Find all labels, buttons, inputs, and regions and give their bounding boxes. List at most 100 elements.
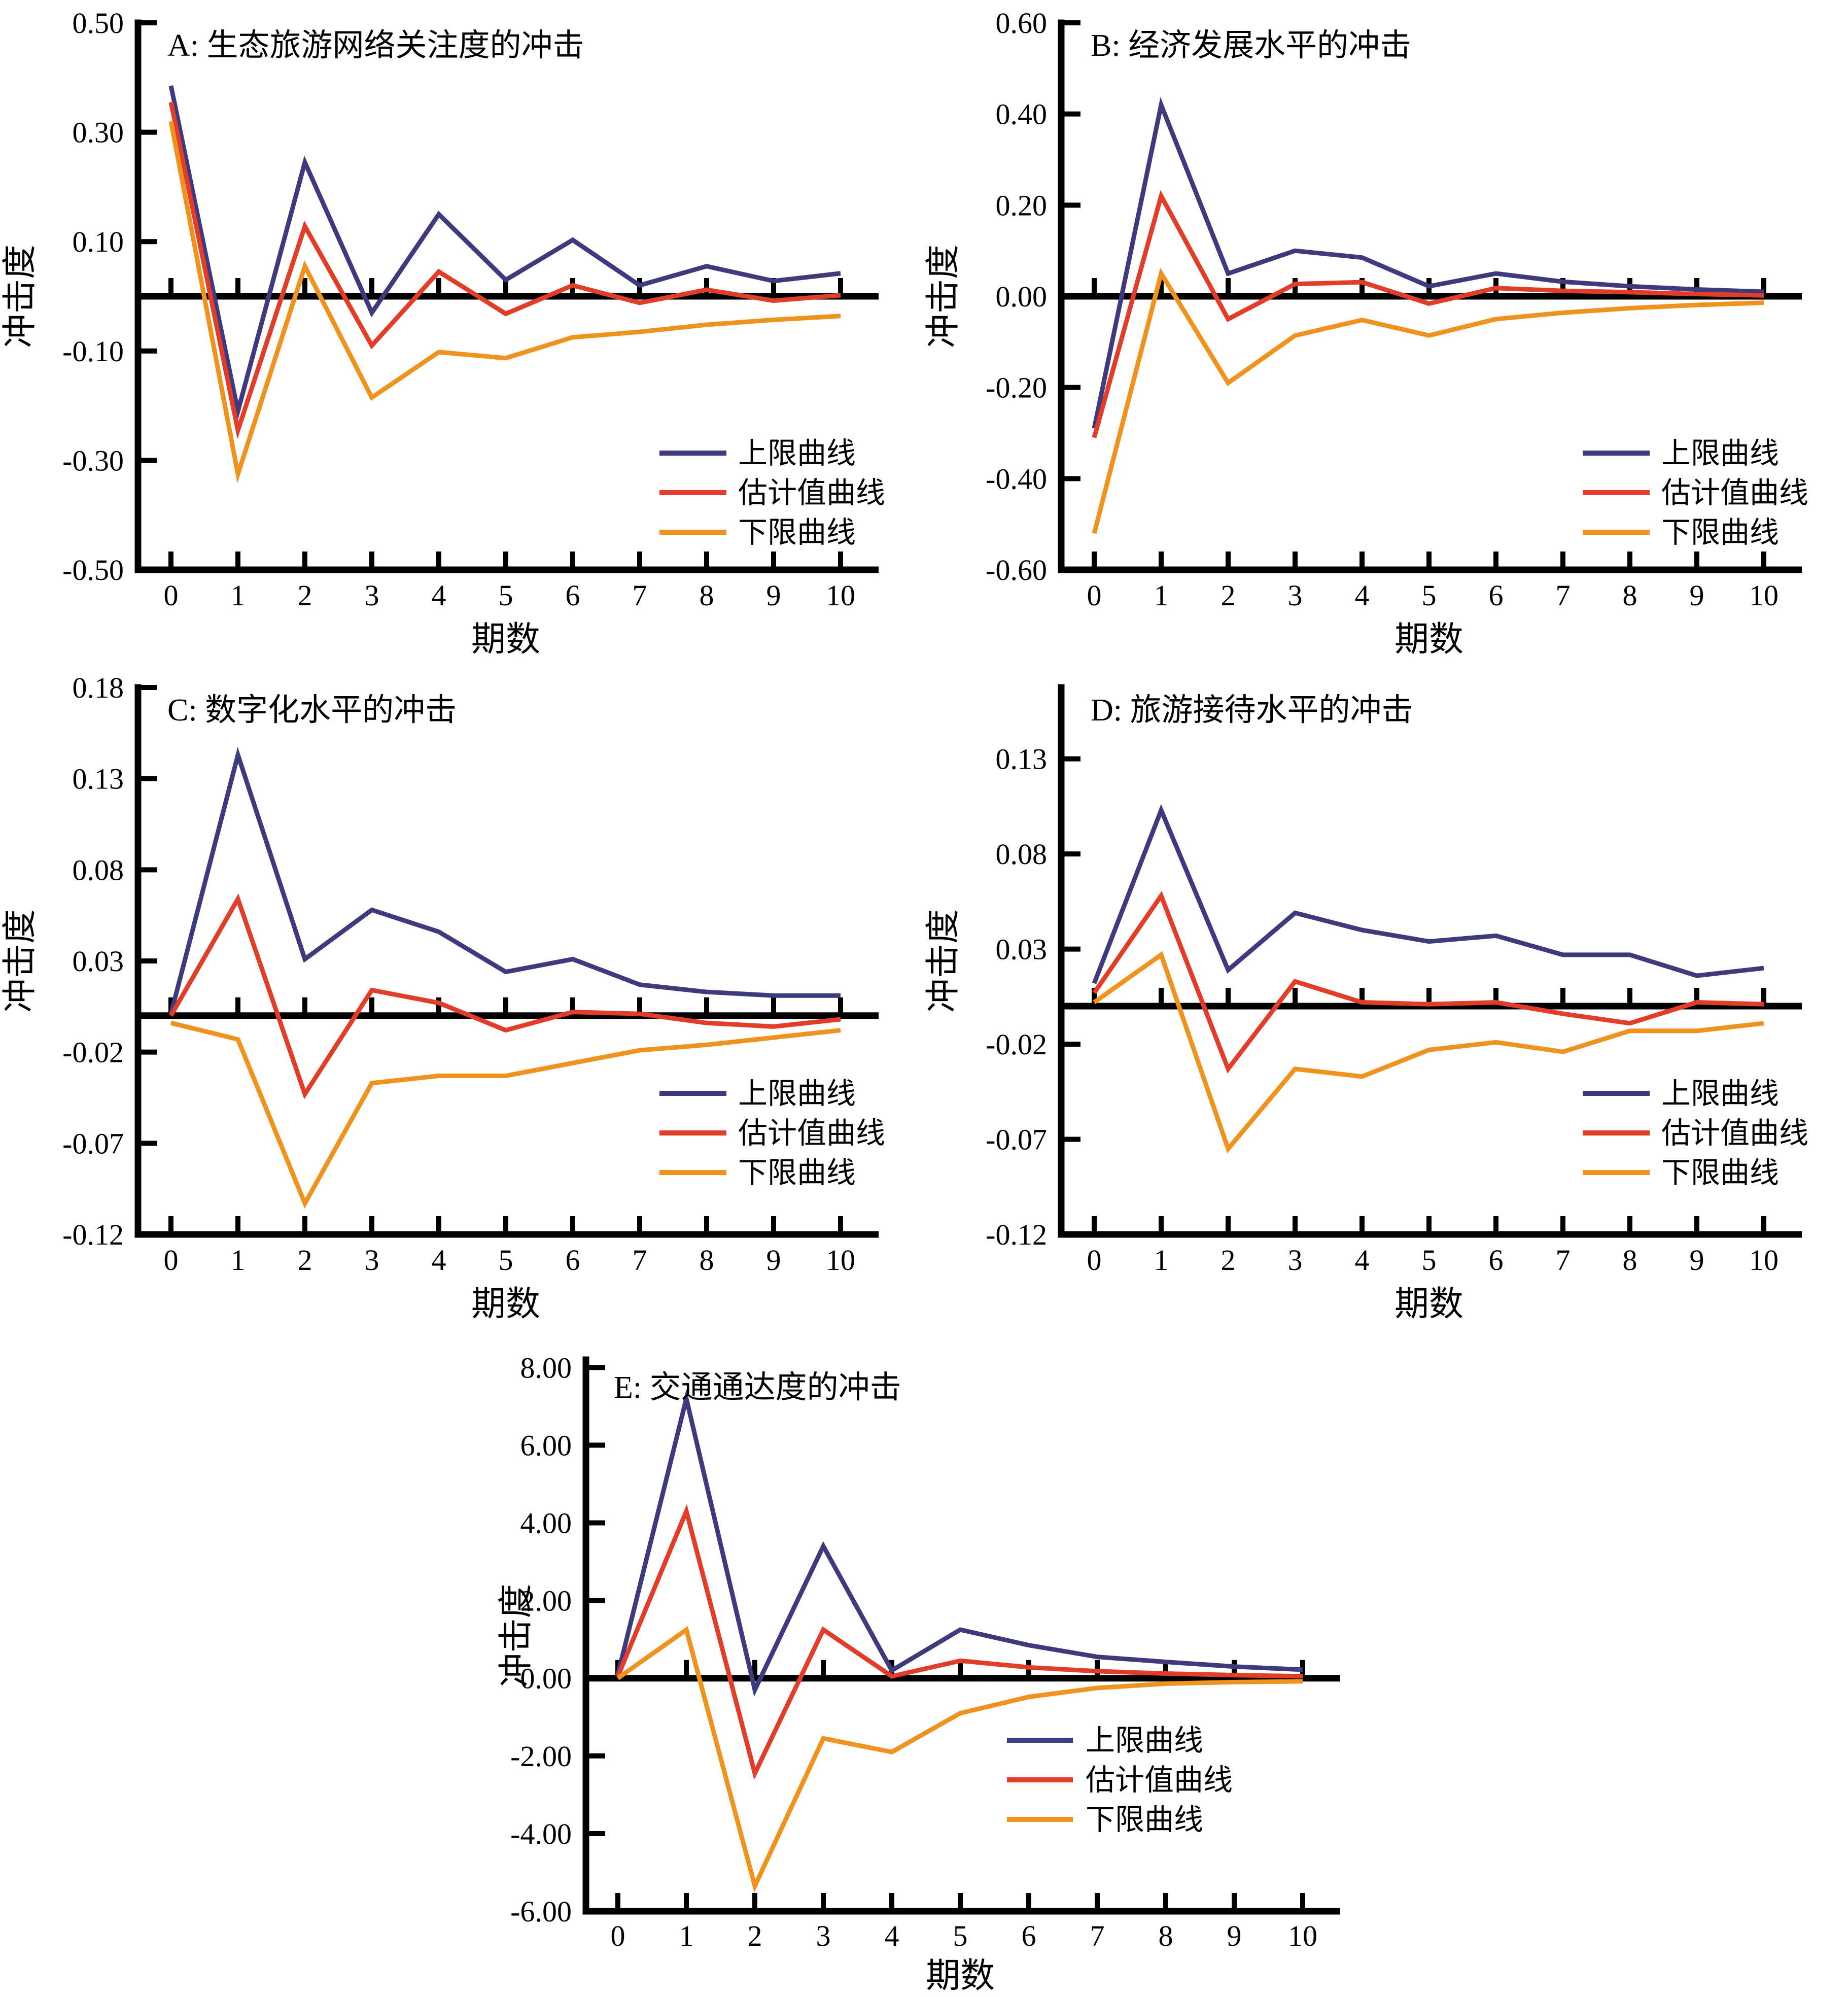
y-tick-label: 0.50	[73, 7, 124, 40]
panel-title: D: 旅游接待水平的冲击	[1091, 693, 1413, 728]
series-upper-line	[1092, 804, 1764, 984]
legend-label: 估计值曲线	[1661, 476, 1808, 509]
y-tick-label: 4.00	[520, 1507, 572, 1540]
x-tick-label: 0	[1087, 1244, 1102, 1277]
x-tick-label: 0	[164, 579, 179, 612]
x-tick-label: 4	[1355, 1244, 1370, 1277]
y-tick-label: 8.00	[520, 1351, 572, 1384]
series-estimate-line	[169, 893, 841, 1099]
x-tick-label: 1	[1154, 1244, 1169, 1277]
series-lower-line	[1093, 951, 1764, 1154]
x-tick-label: 3	[365, 579, 379, 612]
x-tick-label: 0	[164, 1244, 179, 1277]
x-tick-label: 8	[1623, 579, 1637, 612]
y-tick-label: 0.00	[996, 280, 1048, 313]
chart-D: 0.13 0.08 0.03 -0.02 -0.07 -0.12 0 1 2 3 4 5 6 7 8 9 10 D…	[923, 665, 1848, 1339]
x-tick-label: 2	[298, 1244, 312, 1277]
legend-label: 下限曲线	[1661, 516, 1779, 549]
y-tick-label: 0.10	[73, 225, 124, 258]
y-tick-label: 0.30	[73, 116, 124, 149]
axis-y-title: 冲击度	[924, 909, 962, 1013]
series-upper-line	[168, 85, 841, 421]
x-tick-label: 7	[633, 1244, 647, 1277]
chart-E: 8.00 6.00 4.00 2.00 0.00 -2.00 -4.00 -6.00 0 1 2 3 4…	[457, 1339, 1391, 1997]
y-tick-label: 0.00	[520, 1662, 572, 1695]
x-tick-label: 7	[633, 579, 647, 612]
x-tick-label: 5	[499, 579, 513, 612]
x-tick-label: 6	[566, 1244, 580, 1277]
x-tick-label: 1	[679, 1919, 694, 1952]
legend-label: 上限曲线	[1086, 1724, 1203, 1757]
legend-label: 上限曲线	[1661, 437, 1779, 470]
x-tick-label: 6	[1489, 1244, 1504, 1277]
x-tick-label: 2	[1221, 579, 1236, 612]
legend-label: 估计值曲线	[738, 1117, 885, 1150]
x-tick-label: 1	[231, 579, 246, 612]
series-upper-line	[1092, 97, 1764, 429]
axis-x-title: 期数	[926, 1956, 995, 1995]
series-upper-line	[615, 1389, 1303, 1697]
x-tick-label: 7	[1556, 579, 1571, 612]
y-tick-label: -6.00	[510, 1895, 572, 1928]
x-tick-label: 2	[1221, 1244, 1236, 1277]
chart-C: 0.18 0.13 0.08 0.03 -0.02 -0.07 -0.12 0 1 2 3 4 5 6 7 8…	[0, 665, 923, 1339]
y-tick-label: -0.60	[986, 554, 1047, 587]
y-tick-label: 0.13	[73, 763, 124, 796]
y-tick-label: -0.02	[62, 1036, 124, 1069]
x-tick-label: 2	[298, 579, 312, 612]
panel-title: A: 生态旅游网络关注度的冲击	[167, 28, 584, 63]
x-tick-label: 3	[1288, 579, 1303, 612]
panel-title: B: 经济发展水平的冲击	[1091, 28, 1411, 63]
y-tick-label: -0.40	[986, 462, 1047, 495]
series-lower-line	[616, 1626, 1303, 1893]
x-tick-label: 5	[499, 1244, 513, 1277]
x-tick-label: 4	[885, 1919, 899, 1952]
y-tick-label: -0.07	[62, 1127, 124, 1160]
legend-label: 上限曲线	[1661, 1077, 1779, 1110]
x-tick-label: 10	[826, 579, 855, 612]
legend-label: 下限曲线	[738, 516, 856, 549]
y-tick-label: -0.12	[986, 1218, 1047, 1251]
x-tick-label: 3	[1288, 1244, 1303, 1277]
x-tick-label: 10	[1288, 1919, 1317, 1952]
legend-label: 估计值曲线	[1086, 1764, 1233, 1797]
series-lower-line	[168, 121, 841, 484]
x-tick-label: 1	[231, 1244, 246, 1277]
x-tick-label: 9	[1690, 579, 1704, 612]
y-tick-label: -0.30	[62, 444, 124, 477]
y-tick-label: 6.00	[520, 1429, 572, 1462]
x-tick-label: 4	[432, 1244, 446, 1277]
x-tick-label: 8	[700, 579, 714, 612]
y-tick-label: 0.18	[73, 671, 124, 704]
y-tick-label: -0.12	[62, 1218, 124, 1251]
x-tick-label: 3	[365, 1244, 379, 1277]
y-tick-label: -2.00	[510, 1740, 572, 1773]
y-tick-label: 0.08	[73, 853, 124, 886]
chart-B: 0.60 0.40 0.20 0.00 -0.20 -0.40 -0.60 0 1 2 3 4 5 6 7 8…	[923, 0, 1848, 665]
x-tick-label: 4	[432, 579, 446, 612]
x-tick-label: 8	[1623, 1244, 1637, 1277]
y-tick-label: 0.60	[996, 7, 1048, 40]
legend-label: 上限曲线	[738, 1077, 856, 1110]
series-lower-line	[170, 1020, 841, 1209]
axis-y-title: 冲击度	[924, 245, 962, 348]
x-tick-label: 9	[766, 579, 781, 612]
x-tick-label: 7	[1090, 1919, 1105, 1952]
x-tick-label: 4	[1355, 579, 1370, 612]
axis-x-title: 期数	[1394, 1285, 1463, 1323]
x-tick-label: 1	[1154, 579, 1169, 612]
y-tick-label: -0.10	[62, 335, 124, 368]
x-tick-label: 0	[1087, 579, 1102, 612]
series-estimate-line	[168, 101, 841, 439]
legend-label: 下限曲线	[1086, 1803, 1203, 1836]
axis-x-title: 期数	[471, 620, 540, 659]
x-tick-label: 9	[1227, 1919, 1242, 1952]
x-tick-label: 6	[1022, 1919, 1036, 1952]
x-tick-label: 5	[1422, 1244, 1437, 1277]
y-tick-label: 0.08	[996, 838, 1048, 871]
legend-label: 下限曲线	[738, 1156, 856, 1189]
series-estimate-line	[615, 1504, 1303, 1780]
x-tick-label: 8	[1159, 1919, 1173, 1952]
y-tick-label: -0.02	[986, 1028, 1047, 1061]
x-tick-label: 10	[1749, 579, 1779, 612]
